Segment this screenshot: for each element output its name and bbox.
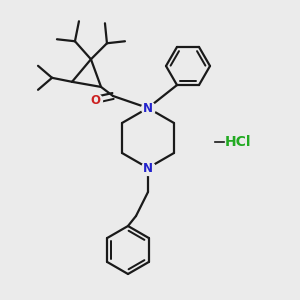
Text: O: O bbox=[90, 94, 100, 106]
Text: N: N bbox=[143, 161, 153, 175]
Text: N: N bbox=[143, 101, 153, 115]
Text: HCl: HCl bbox=[225, 135, 251, 149]
